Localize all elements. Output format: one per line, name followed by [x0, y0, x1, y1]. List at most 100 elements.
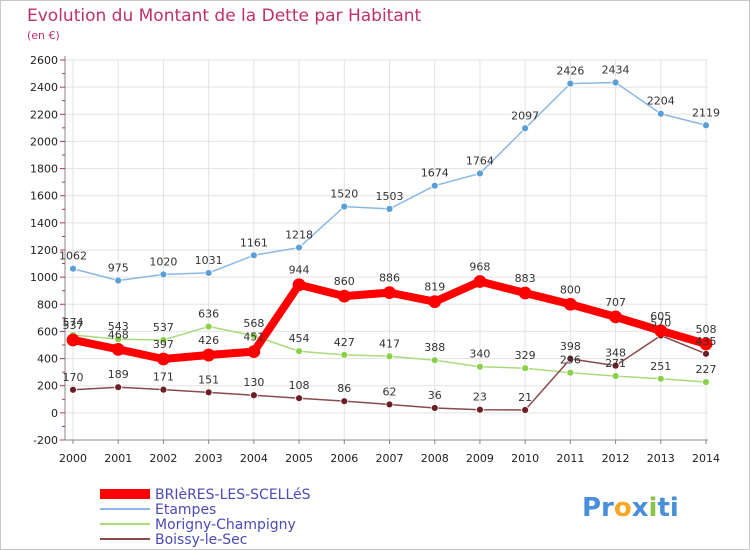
x-tick-label: 2006 [330, 452, 358, 465]
data-label: 130 [243, 376, 264, 389]
data-point [476, 405, 484, 414]
data-point [521, 364, 530, 373]
data-point [66, 333, 80, 347]
data-label: 108 [289, 379, 310, 392]
data-label: 151 [198, 373, 219, 386]
data-point [656, 109, 665, 118]
data-point [204, 322, 213, 331]
data-point [566, 368, 575, 377]
data-point [430, 356, 439, 365]
data-label: 340 [469, 348, 490, 361]
data-label: 388 [424, 341, 445, 354]
data-label: 451 [243, 331, 264, 344]
data-label: 21 [518, 391, 532, 404]
data-label: 329 [515, 349, 536, 362]
data-label: 636 [198, 308, 219, 321]
x-tick-label: 2004 [240, 452, 268, 465]
data-label: 2426 [556, 65, 584, 78]
legend-label: BRIèRES-LES-SCELLéS [155, 487, 311, 503]
x-tick-label: 2012 [602, 452, 630, 465]
x-tick-label: 2013 [647, 452, 675, 465]
x-tick-label: 2000 [59, 452, 87, 465]
data-label: 1764 [466, 154, 494, 167]
data-label: 398 [560, 340, 581, 353]
data-point [340, 397, 349, 406]
data-label: 1161 [240, 236, 268, 249]
data-point [383, 286, 396, 300]
data-label: 2434 [602, 64, 630, 77]
data-label: 975 [108, 262, 129, 275]
data-point [204, 388, 213, 397]
data-label: 1031 [195, 254, 223, 267]
x-tick-label: 2008 [421, 452, 449, 465]
data-label: 1062 [59, 250, 87, 263]
data-point [249, 391, 258, 400]
y-tick-label: 2000 [30, 135, 58, 148]
x-tick-label: 2011 [556, 452, 584, 465]
data-label: 537 [63, 319, 84, 332]
data-label: 468 [108, 328, 129, 341]
data-point [114, 383, 123, 392]
data-label: 348 [605, 347, 626, 360]
data-label: 707 [605, 296, 626, 309]
y-tick-label: 1400 [30, 217, 58, 230]
data-point [566, 79, 575, 88]
data-point [159, 336, 168, 344]
logo-part: i [649, 493, 658, 523]
data-label: 427 [334, 336, 355, 349]
data-label: 886 [379, 272, 400, 285]
x-tick-label: 2001 [104, 452, 132, 465]
data-point [521, 124, 530, 133]
data-label: 508 [696, 323, 717, 336]
data-point [656, 374, 665, 383]
data-label: 170 [63, 371, 84, 384]
data-point [385, 352, 394, 361]
y-tick-label: 800 [37, 298, 58, 311]
data-point [566, 354, 575, 363]
data-point [611, 372, 620, 380]
data-label: 819 [424, 281, 445, 294]
data-point [476, 169, 484, 178]
data-point [699, 337, 713, 351]
data-point [518, 286, 532, 300]
data-point [385, 400, 394, 409]
data-point [702, 121, 710, 130]
y-tick-label: 2400 [30, 81, 58, 94]
data-point [247, 345, 261, 359]
data-label: 537 [153, 321, 174, 334]
data-point [295, 347, 303, 356]
data-label: 435 [696, 335, 717, 348]
data-point [385, 204, 394, 213]
data-point [69, 264, 77, 273]
data-label: 189 [108, 368, 129, 381]
data-point [609, 310, 622, 324]
data-label: 296 [560, 354, 581, 367]
data-label: 62 [383, 385, 397, 398]
data-point [563, 297, 577, 311]
x-tick-label: 2010 [511, 452, 539, 465]
logo-part: Pr [582, 493, 614, 523]
data-point [114, 335, 123, 344]
logo-part: ti [657, 493, 678, 523]
data-label: 1674 [421, 167, 449, 180]
data-point [430, 181, 439, 190]
data-label: 800 [560, 283, 581, 296]
data-label: 426 [198, 334, 219, 347]
y-tick-label: 200 [37, 380, 58, 393]
data-label: 1503 [376, 190, 404, 203]
data-point [473, 275, 487, 288]
data-point [702, 349, 710, 358]
data-point [204, 269, 213, 277]
data-point [521, 406, 530, 414]
data-point [702, 378, 710, 386]
y-tick-label: 400 [37, 353, 58, 366]
x-tick-label: 2003 [195, 452, 223, 465]
data-point [157, 352, 170, 366]
data-label: 543 [108, 320, 129, 333]
x-tick-label: 2007 [376, 452, 404, 465]
data-point [476, 362, 484, 371]
y-tick-label: 2600 [30, 54, 58, 67]
